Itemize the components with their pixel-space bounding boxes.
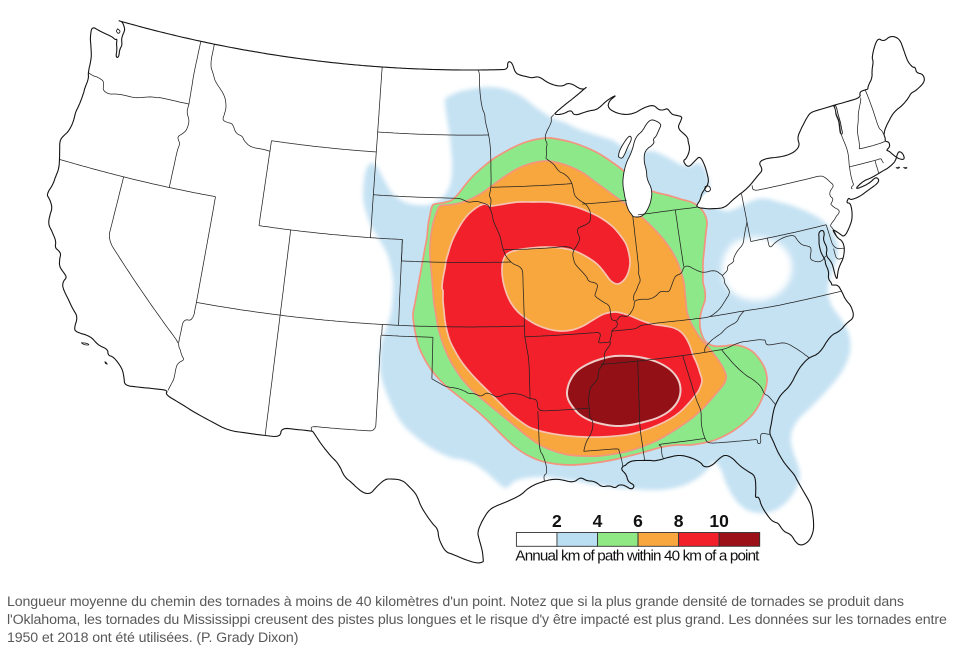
svg-text:10: 10 [709, 511, 729, 531]
svg-text:4: 4 [593, 511, 603, 531]
svg-text:6: 6 [633, 511, 643, 531]
svg-text:Annual km of path within 40 km: Annual km of path within 40 km of a poin… [515, 548, 760, 565]
svg-text:8: 8 [674, 511, 684, 531]
svg-text:2: 2 [552, 511, 562, 531]
